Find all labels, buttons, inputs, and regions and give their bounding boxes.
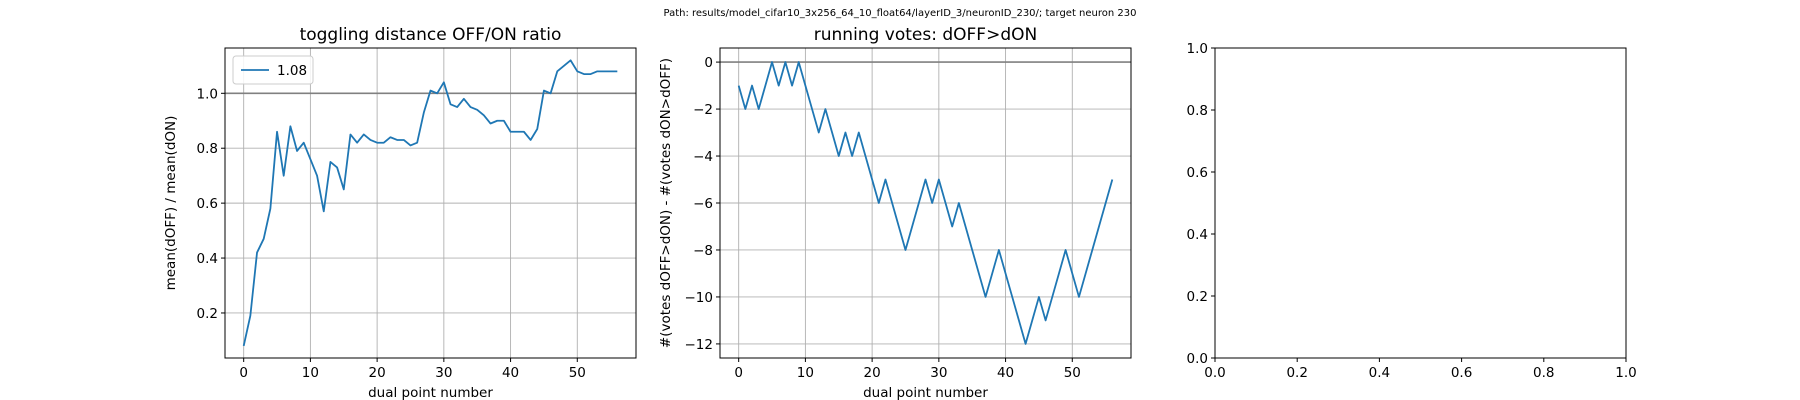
y-tick-label: −2	[693, 102, 713, 118]
chart-title: toggling distance OFF/ON ratio	[300, 25, 562, 45]
y-axis-label: #(votes dOFF>dON) - #(votes dON>dOFF)	[658, 58, 674, 348]
chart-title: running votes: dOFF>dON	[814, 25, 1037, 45]
y-tick-label: 0.4	[1187, 227, 1208, 243]
y-tick-label: −8	[693, 243, 713, 259]
y-tick-label: 0.6	[1187, 165, 1208, 181]
y-tick-label: 1.0	[197, 86, 218, 102]
y-tick-label: −4	[693, 149, 713, 165]
y-tick-label: −6	[693, 196, 713, 212]
y-tick-label: 0.8	[1187, 103, 1208, 119]
y-tick-label: 0.8	[197, 141, 218, 157]
x-axis-label: dual point number	[863, 385, 988, 400]
legend-entry: 1.08	[277, 63, 307, 79]
x-tick-label: 50	[1064, 365, 1081, 381]
y-tick-label: −10	[685, 290, 714, 306]
x-tick-label: 1.0	[1615, 365, 1636, 381]
x-tick-label: 0	[734, 365, 743, 381]
chart-panel-2: 0 10 20 30 40 50 0 −2 −4 −6 −8 −10 −12 running votes:…	[658, 25, 1132, 400]
x-tick-label: 20	[864, 365, 881, 381]
y-tick-label: 0.6	[197, 196, 218, 212]
y-tick-label: 0.4	[197, 251, 218, 267]
x-tick-label: 10	[302, 365, 319, 381]
x-tick-label: 20	[369, 365, 386, 381]
chart-panel-1: 0 10 20 30 40 50 0.2 0.4 0.6 0.8 1.0 toggling dista…	[163, 25, 637, 400]
y-tick-label: −12	[685, 337, 714, 353]
legend-box	[232, 55, 314, 85]
series-line-1	[737, 61, 1114, 345]
x-tick-label: 10	[797, 365, 814, 381]
series-line-1	[242, 59, 618, 347]
legend: 1.08	[232, 55, 314, 85]
y-tick-label: 1.0	[1187, 41, 1208, 57]
chart-panel-3: 0.0 0.2 0.4 0.6 0.8 1.0 0.0 0.2 0.4 0.6 0.8 1.0	[1187, 41, 1637, 381]
x-tick-label: 40	[502, 365, 519, 381]
x-axis-label: dual point number	[368, 385, 493, 400]
x-tick-label: 0.8	[1533, 365, 1554, 381]
x-tick-label: 0.2	[1286, 365, 1307, 381]
y-tick-label: 0.0	[1187, 351, 1208, 367]
x-tick-label: 0.0	[1204, 365, 1225, 381]
y-axis-label: mean(dOFF) / mean(dON)	[163, 116, 179, 291]
x-tick-label: 0.6	[1451, 365, 1472, 381]
x-tick-label: 30	[930, 365, 947, 381]
y-tick-label: 0.2	[197, 306, 218, 322]
x-tick-label: 0	[239, 365, 248, 381]
y-tick-label: 0	[704, 55, 713, 71]
axes-frame	[1214, 47, 1627, 359]
x-tick-label: 30	[435, 365, 452, 381]
x-tick-label: 0.4	[1369, 365, 1390, 381]
x-tick-label: 40	[997, 365, 1014, 381]
x-tick-label: 50	[569, 365, 586, 381]
figure-suptitle: Path: results/model_cifar10_3x256_64_10_…	[664, 8, 1137, 19]
y-tick-label: 0.2	[1187, 289, 1208, 305]
